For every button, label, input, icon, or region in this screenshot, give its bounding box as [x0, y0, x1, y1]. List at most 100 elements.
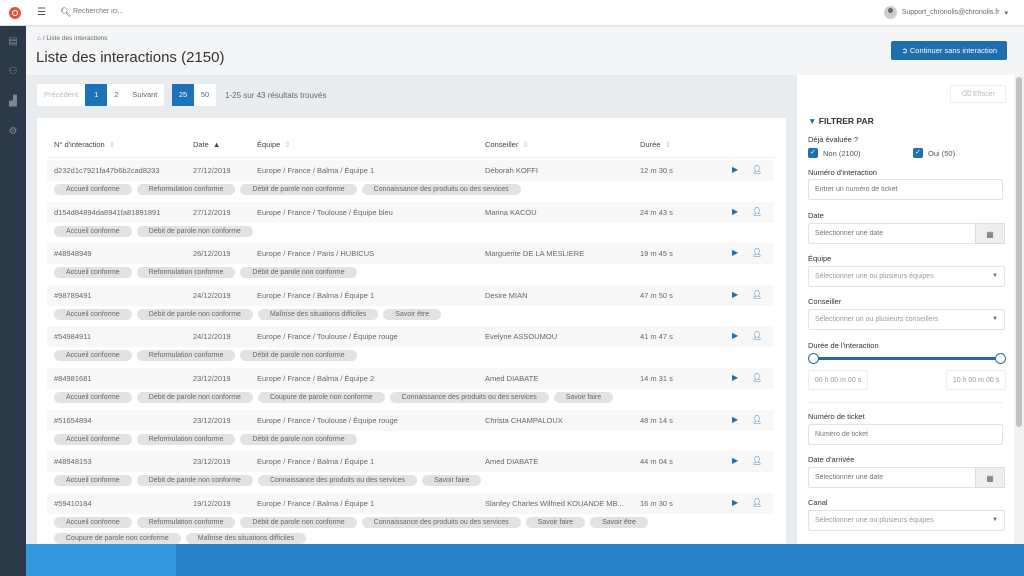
home-icon[interactable]: ⌂ — [37, 35, 41, 42]
checkbox-no[interactable]: ✓ Non (2100) — [808, 148, 861, 158]
tag[interactable]: Coupure de parole non conforme — [257, 392, 385, 403]
channel-select[interactable]: Sélectionner une ou plusieurs équipes ▼ — [808, 510, 1005, 531]
tag[interactable]: Accueil conforme — [54, 433, 132, 445]
interaction-number-input[interactable] — [808, 179, 1003, 200]
prev-page-button[interactable]: Précédent — [44, 90, 79, 99]
checkbox-yes[interactable]: ✓ Oui (50) — [913, 148, 955, 158]
tag[interactable]: Savoir faire — [553, 392, 614, 403]
user-menu[interactable]: Support_chronolis@chronolis.fr ▾ — [883, 6, 1008, 19]
ticket-input[interactable] — [808, 424, 1003, 445]
tag[interactable]: Débit de parole non conforme — [240, 267, 357, 279]
table-row[interactable]: d232d1c7921fa47b6b2cad8233 27/12/2019 Euro… — [47, 160, 774, 181]
col-team[interactable]: Équipe ⇕ — [257, 140, 291, 149]
col-agent[interactable]: Conseiller ⇕ — [485, 140, 529, 149]
assign-user-icon[interactable]: 👤︎ — [752, 497, 763, 507]
duration-min[interactable]: 00 h 00 m 00 s — [808, 370, 868, 390]
tag[interactable]: Reformulation conforme — [136, 516, 236, 528]
play-icon[interactable]: ▶ — [732, 456, 739, 466]
tag[interactable]: Reformulation conforme — [136, 350, 236, 362]
tag[interactable]: Maîtrise des situations difficiles — [257, 308, 379, 320]
tag[interactable]: Maîtrise des situations difficiles — [185, 532, 307, 544]
tag[interactable]: Reformulation conforme — [136, 267, 236, 279]
assign-user-icon[interactable]: 👤︎ — [752, 414, 763, 424]
play-icon[interactable]: ▶ — [732, 248, 739, 258]
calendar-icon[interactable]: ▦ — [975, 223, 1005, 244]
agent-select[interactable]: Sélectionner un ou plusieurs conseillers… — [808, 309, 1005, 330]
tag[interactable]: Débit de parole non conforme — [240, 433, 357, 445]
assign-user-icon[interactable]: 👤︎ — [752, 165, 763, 174]
duration-slider[interactable] — [808, 353, 1006, 364]
table-row[interactable]: #84981681 23/12/2019 Europe / France / Bal… — [47, 368, 774, 389]
tag[interactable]: Savoir faire — [421, 475, 482, 487]
tag[interactable]: Débit de parole non conforme — [240, 516, 357, 528]
app-logo[interactable] — [9, 7, 21, 19]
assign-user-icon[interactable]: 👤︎ — [752, 373, 763, 382]
tag[interactable]: Débit de parole non conforme — [136, 225, 253, 237]
tag[interactable]: Débit de parole non conforme — [136, 392, 253, 403]
assign-user-icon[interactable]: 👤︎ — [752, 331, 763, 341]
col-date[interactable]: Date ▲ — [193, 140, 221, 149]
per-page-50[interactable]: 50 — [200, 90, 210, 99]
tag[interactable]: Accueil conforme — [54, 516, 132, 528]
tag[interactable]: Reformulation conforme — [136, 184, 236, 195]
sidebar-item-calendar[interactable]: ▤ — [8, 36, 18, 47]
slider-min-handle[interactable] — [808, 353, 819, 364]
panel-scrollbar[interactable] — [1014, 75, 1024, 545]
team-select[interactable]: Sélectionner une ou plusieurs équipes ▼ — [808, 266, 1005, 287]
menu-icon[interactable]: ☰ — [37, 7, 46, 18]
play-icon[interactable]: ▶ — [732, 331, 739, 341]
arrival-date-input[interactable] — [808, 467, 978, 488]
tag[interactable]: Débit de parole non conforme — [136, 308, 253, 320]
play-icon[interactable]: ▶ — [732, 165, 739, 174]
col-duration[interactable]: Durée ⇕ — [640, 140, 671, 149]
duration-max[interactable]: 10 h 00 m 00 s — [946, 370, 1006, 390]
sidebar-item-stats[interactable]: ▟ — [9, 96, 17, 107]
play-icon[interactable]: ▶ — [732, 373, 739, 382]
tag[interactable]: Connaissance des produits ou des service… — [361, 516, 521, 528]
tag[interactable]: Savoir être — [383, 308, 442, 320]
tag[interactable]: Accueil conforme — [54, 475, 132, 487]
page-1-button[interactable]: 1 — [85, 84, 108, 106]
tag[interactable]: Accueil conforme — [54, 392, 132, 403]
assign-user-icon[interactable]: 👤︎ — [752, 248, 763, 258]
table-row[interactable]: #48948949 26/12/2019 Europe / France / Par… — [47, 243, 774, 265]
tag[interactable]: Débit de parole non conforme — [240, 184, 357, 195]
play-icon[interactable]: ▶ — [732, 414, 739, 424]
tag[interactable]: Connaissance des produits ou des service… — [257, 475, 417, 487]
tag[interactable]: Connaissance des produits ou des service… — [361, 184, 521, 195]
tag[interactable]: Connaissance des produits ou des service… — [389, 392, 549, 403]
date-input[interactable] — [808, 223, 978, 244]
per-page-25[interactable]: 25 — [172, 84, 194, 106]
clear-filters-button[interactable]: ⌫ Effacer — [950, 85, 1006, 103]
col-interaction[interactable]: N° d'interaction ⇕ — [54, 140, 116, 149]
play-icon[interactable]: ▶ — [732, 206, 739, 216]
tag[interactable]: Débit de parole non conforme — [136, 475, 253, 487]
assign-user-icon[interactable]: 👤︎ — [752, 206, 763, 216]
tag[interactable]: Débit de parole non conforme — [240, 350, 357, 362]
assign-user-icon[interactable]: 👤︎ — [752, 289, 763, 299]
table-row[interactable]: #54984911 24/12/2019 Europe / France / Tou… — [47, 326, 774, 348]
page-2-button[interactable]: 2 — [114, 90, 119, 99]
tag[interactable]: Reformulation conforme — [136, 433, 236, 445]
calendar-icon[interactable]: ▦ — [975, 467, 1005, 488]
table-row[interactable]: #59410184 19/12/2019 Europe / France / Bal… — [47, 492, 774, 514]
play-icon[interactable]: ▶ — [732, 289, 739, 299]
tag[interactable]: Accueil conforme — [54, 184, 132, 195]
tag[interactable]: Accueil conforme — [54, 225, 132, 237]
continue-without-interaction-button[interactable]: ➲ Continuer sans interaction — [891, 41, 1007, 60]
table-row[interactable]: #98789491 24/12/2019 Europe / France / Bal… — [47, 284, 774, 306]
tag[interactable]: Savoir faire — [525, 516, 586, 528]
table-row[interactable]: d154d84894da8941fa81891891 27/12/2019 Euro… — [47, 201, 774, 223]
sidebar-item-users[interactable]: ⚇ — [8, 66, 18, 77]
slider-max-handle[interactable] — [995, 353, 1006, 364]
table-row[interactable]: #51654894 23/12/2019 Europe / France / Tou… — [47, 409, 774, 431]
tag[interactable]: Accueil conforme — [54, 267, 132, 279]
tag[interactable]: Coupure de parole non conforme — [54, 532, 181, 544]
tag[interactable]: Accueil conforme — [54, 308, 132, 320]
tag[interactable]: Accueil conforme — [54, 350, 132, 362]
play-icon[interactable]: ▶ — [732, 497, 739, 507]
assign-user-icon[interactable]: 👤︎ — [752, 456, 763, 466]
tag[interactable]: Savoir être — [590, 516, 648, 528]
table-row[interactable]: #48948153 23/12/2019 Europe / France / Bal… — [47, 451, 774, 473]
next-page-button[interactable]: Suivant — [132, 90, 158, 99]
